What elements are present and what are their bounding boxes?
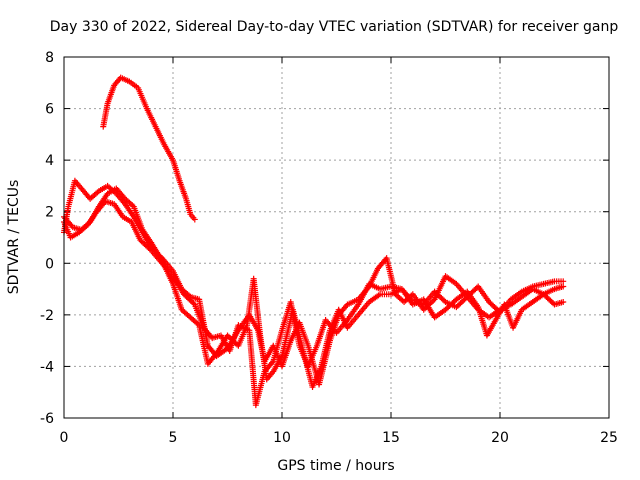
data-point-marker: [430, 297, 437, 304]
y-tick-label: -2: [40, 308, 54, 324]
y-tick-label: 6: [45, 102, 54, 118]
y-tick-label: 0: [45, 256, 54, 272]
plot-frame: [63, 56, 610, 419]
data-point-marker: [560, 283, 567, 290]
y-tick-label: -4: [40, 359, 54, 375]
y-tick-label: -6: [40, 411, 54, 427]
tick-labels: 0 5 10 15 20 25 -6 -4 -2 0 2 4 6 8: [40, 50, 618, 446]
x-tick-label: 20: [491, 430, 509, 446]
y-tick-label: 2: [45, 205, 54, 221]
data-series: [61, 74, 567, 409]
x-tick-label: 15: [382, 430, 400, 446]
x-tick-label: 10: [273, 430, 291, 446]
y-tick-label: 4: [45, 153, 54, 169]
y-axis-title: SDTVAR / TECUs: [6, 180, 22, 295]
data-point-marker: [560, 278, 567, 285]
chart-title: Day 330 of 2022, Sidereal Day-to-day VTE…: [50, 19, 619, 35]
y-tick-label: 8: [45, 50, 54, 66]
data-point-marker: [146, 246, 153, 253]
data-point-marker: [441, 297, 448, 304]
data-point-marker: [191, 216, 198, 223]
x-tick-label: 0: [60, 430, 69, 446]
series-arc-A: [100, 74, 198, 223]
x-tick-label: 25: [600, 430, 618, 446]
grid-lines: [64, 57, 609, 418]
series-arc-D: [61, 198, 567, 409]
x-axis-title: GPS time / hours: [277, 458, 394, 474]
data-point-marker: [190, 300, 197, 307]
x-tick-label: 5: [169, 430, 178, 446]
data-point-marker: [560, 298, 567, 305]
